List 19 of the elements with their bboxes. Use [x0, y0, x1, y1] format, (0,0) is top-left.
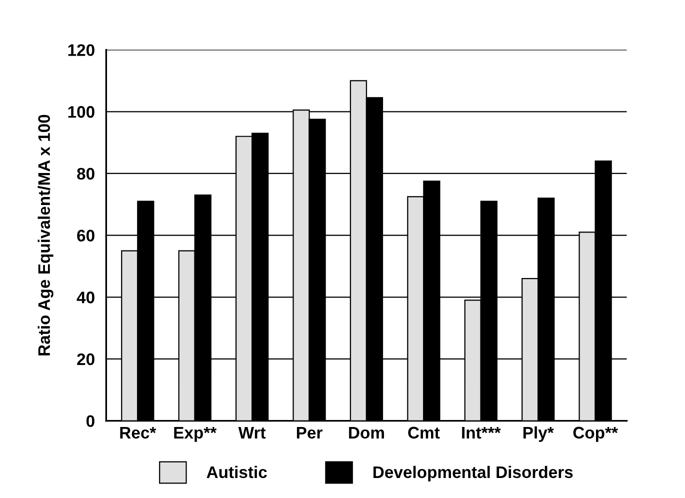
x-tick-label: Ply*	[523, 426, 554, 442]
x-tick-label: Cop**	[573, 426, 618, 442]
x-tick-label: Cmt	[408, 426, 440, 439]
y-tick-label: 80	[77, 168, 94, 180]
x-tick-label: Rec*	[120, 426, 156, 439]
y-tick-label: 60	[77, 230, 94, 242]
x-tick-label: Exp**	[174, 426, 217, 442]
x-tick-label: Wrt	[238, 426, 266, 439]
x-tick-label: Per	[296, 426, 322, 439]
y-tick-label: 40	[76, 292, 94, 304]
y-tick-label: 100	[68, 106, 94, 118]
y-tick-label: 120	[68, 44, 94, 56]
x-tick-label: Dom	[349, 426, 384, 439]
legend-label: Autistic	[206, 466, 267, 478]
y-axis-title: Ratio Age Equivalent/MA x 100	[38, 114, 54, 356]
y-tick-label: 0	[86, 415, 94, 428]
legend-label: Developmental Disorders	[373, 466, 573, 482]
y-tick-label: 20	[77, 353, 94, 366]
x-tick-label: Int***	[462, 426, 501, 439]
